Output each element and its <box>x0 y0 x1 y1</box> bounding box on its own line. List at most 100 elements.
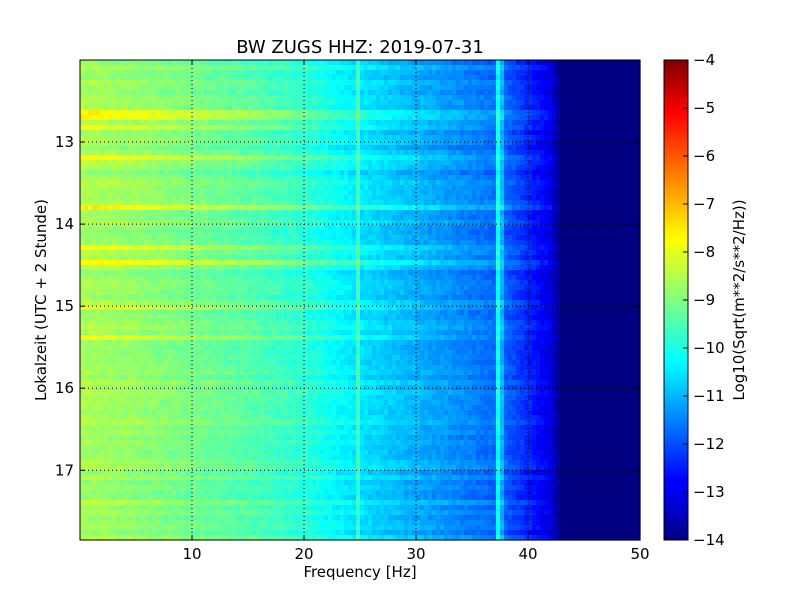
heatmap-cell <box>276 65 281 71</box>
heatmap-cell <box>312 220 317 226</box>
heatmap-cell <box>556 170 561 176</box>
heatmap-cell <box>100 200 105 206</box>
heatmap-cell <box>88 105 93 111</box>
heatmap-cell <box>312 170 317 176</box>
heatmap-cell <box>88 90 93 96</box>
heatmap-cell <box>276 190 281 196</box>
heatmap-cell <box>628 145 633 151</box>
heatmap-cell <box>136 195 141 201</box>
heatmap-cell <box>616 140 621 146</box>
heatmap-cell <box>584 170 589 176</box>
heatmap-cell <box>416 130 421 136</box>
heatmap-cell <box>528 230 533 236</box>
heatmap-cell <box>308 155 313 161</box>
heatmap-cell <box>284 160 289 166</box>
heatmap-cell <box>552 95 557 101</box>
heatmap-cell <box>600 205 605 211</box>
heatmap-cell <box>136 175 141 181</box>
heatmap-cell <box>176 235 181 241</box>
heatmap-cell <box>292 180 297 186</box>
heatmap-cell <box>228 135 233 141</box>
heatmap-cell <box>192 215 197 221</box>
heatmap-cell <box>376 165 381 171</box>
heatmap-cell <box>344 190 349 196</box>
heatmap-cell <box>632 225 637 231</box>
heatmap-cell <box>392 90 397 96</box>
heatmap-cell <box>256 65 261 71</box>
heatmap-cell <box>132 230 137 236</box>
heatmap-cell <box>352 110 357 116</box>
heatmap-cell <box>576 185 581 191</box>
heatmap-cell <box>588 65 593 71</box>
heatmap-cell <box>428 135 433 141</box>
heatmap-cell <box>120 195 125 201</box>
heatmap-cell <box>216 235 221 241</box>
heatmap-cell <box>364 110 369 116</box>
heatmap-cell <box>328 90 333 96</box>
heatmap-cell <box>484 100 489 106</box>
heatmap-cell <box>420 180 425 186</box>
heatmap-cell <box>308 65 313 71</box>
heatmap-cell <box>124 135 129 141</box>
heatmap-cell <box>144 170 149 176</box>
heatmap-cell <box>392 220 397 226</box>
heatmap-cell <box>584 95 589 101</box>
heatmap-cell <box>236 65 241 71</box>
heatmap-cell <box>84 110 89 116</box>
heatmap-cell <box>156 65 161 71</box>
heatmap-cell <box>220 150 225 156</box>
heatmap-cell <box>432 125 437 131</box>
heatmap-cell <box>512 160 517 166</box>
heatmap-cell <box>216 195 221 201</box>
heatmap-cell <box>108 190 113 196</box>
heatmap-cell <box>416 175 421 181</box>
heatmap-cell <box>512 70 517 76</box>
heatmap-cell <box>484 65 489 71</box>
heatmap-cell <box>244 190 249 196</box>
heatmap-cell <box>280 65 285 71</box>
heatmap-cell <box>436 150 441 156</box>
heatmap-cell <box>544 165 549 171</box>
heatmap-cell <box>316 60 321 66</box>
heatmap-cell <box>628 215 633 221</box>
heatmap-cell <box>116 80 121 86</box>
heatmap-cell <box>604 145 609 151</box>
heatmap-cell <box>276 100 281 106</box>
heatmap-cell <box>212 175 217 181</box>
heatmap-cell <box>612 230 617 236</box>
heatmap-cell <box>80 195 85 201</box>
heatmap-cell <box>156 170 161 176</box>
heatmap-cell <box>480 110 485 116</box>
heatmap-cell <box>84 170 89 176</box>
heatmap-cell <box>600 70 605 76</box>
heatmap-cell <box>336 225 341 231</box>
heatmap-cell <box>576 110 581 116</box>
heatmap-cell <box>604 160 609 166</box>
heatmap-cell <box>116 70 121 76</box>
heatmap-cell <box>92 145 97 151</box>
heatmap-cell <box>316 225 321 231</box>
heatmap-cell <box>144 140 149 146</box>
heatmap-cell <box>500 195 505 201</box>
heatmap-cell <box>572 110 577 116</box>
heatmap-cell <box>208 230 213 236</box>
heatmap-cell <box>284 140 289 146</box>
heatmap-cell <box>604 140 609 146</box>
heatmap-cell <box>212 205 217 211</box>
heatmap-cell <box>548 155 553 161</box>
heatmap-cell <box>236 110 241 116</box>
heatmap-cell <box>204 145 209 151</box>
heatmap-cell <box>260 205 265 211</box>
heatmap-cell <box>464 65 469 71</box>
heatmap-cell <box>580 110 585 116</box>
heatmap-cell <box>164 105 169 111</box>
heatmap-cell <box>232 80 237 86</box>
heatmap-cell <box>528 200 533 206</box>
heatmap-cell <box>360 165 365 171</box>
heatmap-cell <box>100 110 105 116</box>
heatmap-cell <box>384 220 389 226</box>
heatmap-cell <box>128 145 133 151</box>
heatmap-cell <box>200 80 205 86</box>
heatmap-cell <box>348 90 353 96</box>
heatmap-cell <box>112 70 117 76</box>
